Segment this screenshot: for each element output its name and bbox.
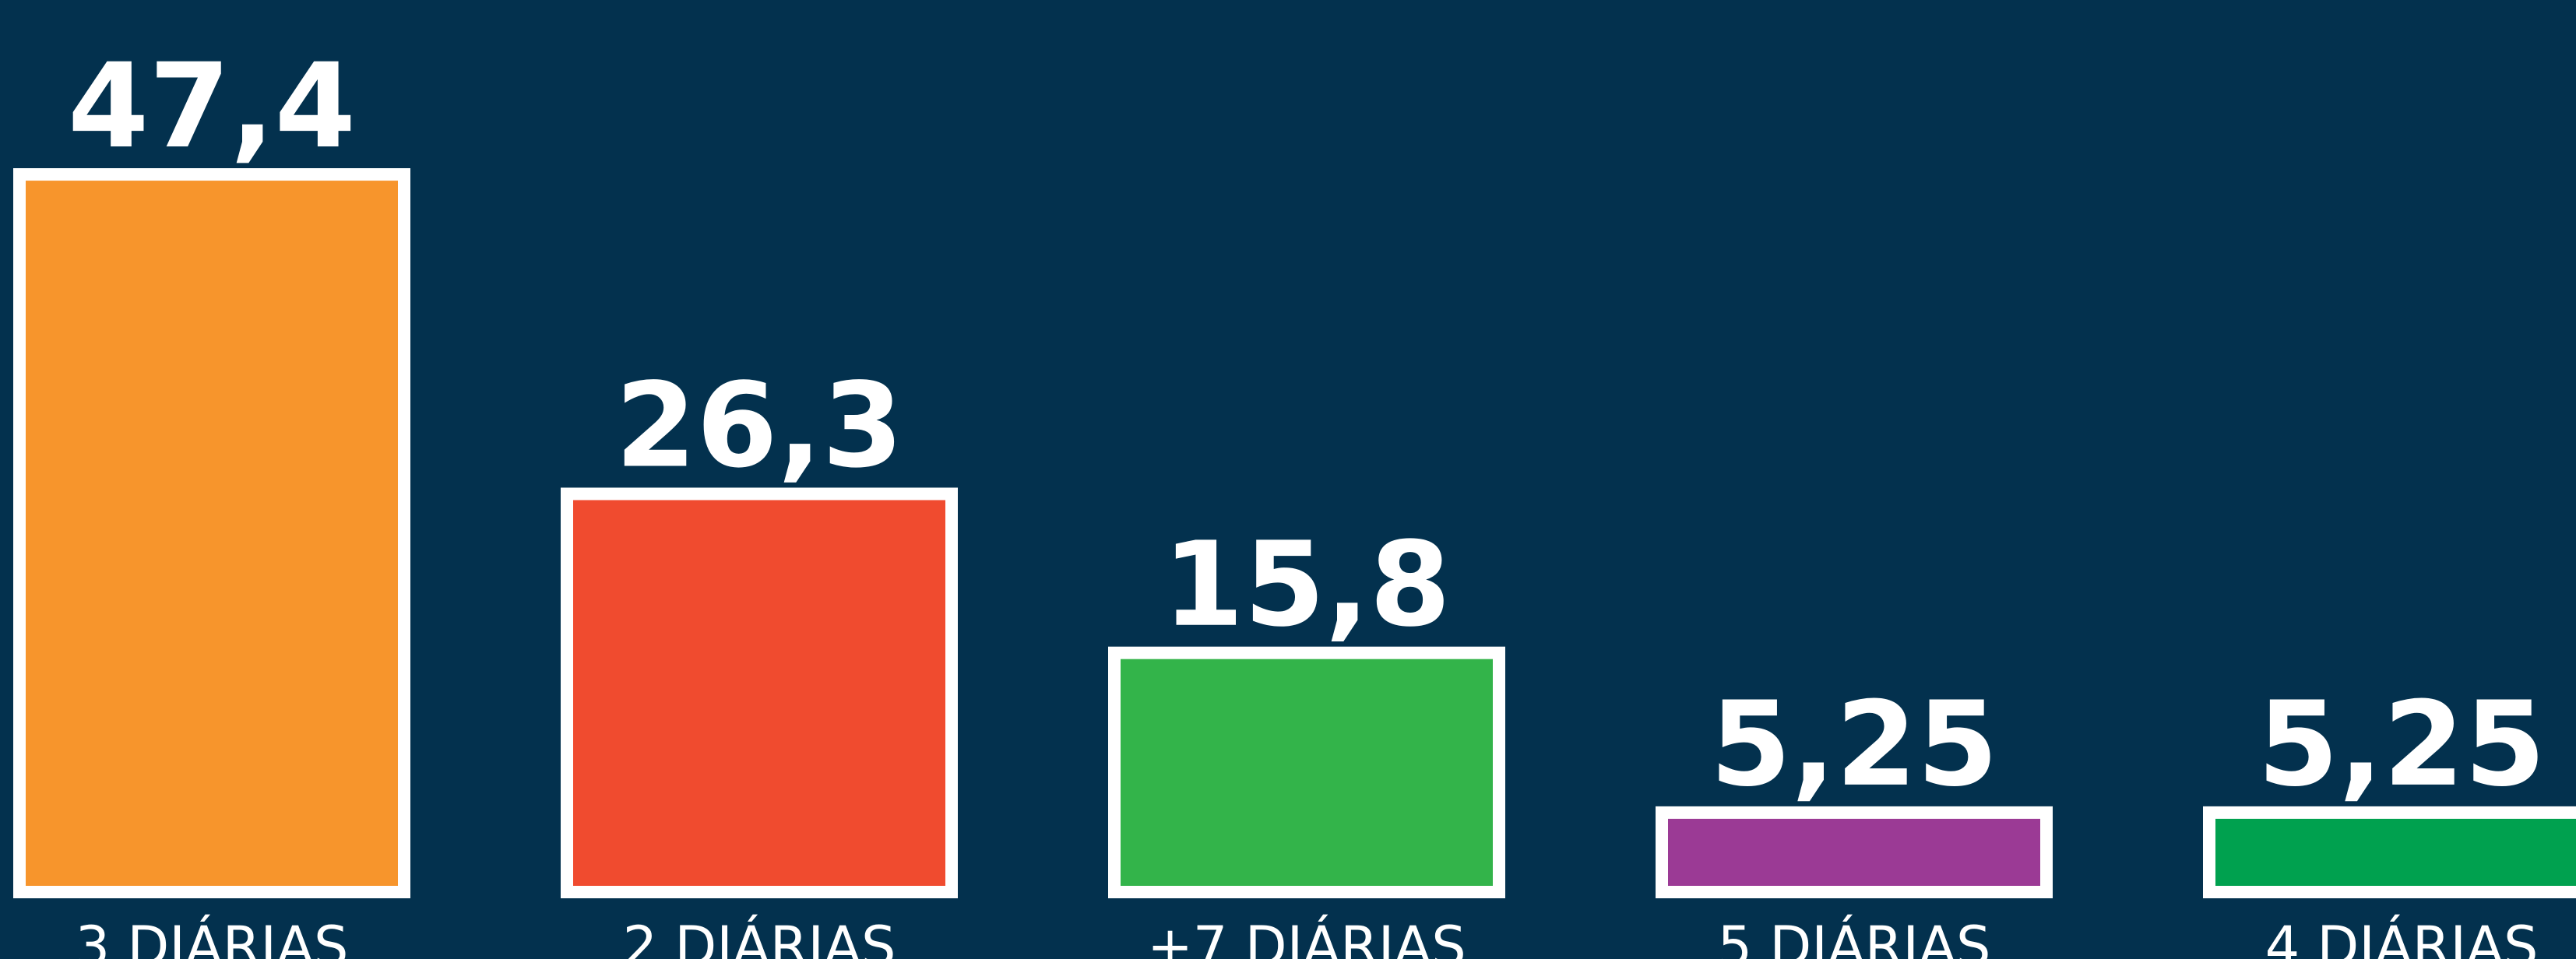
value-label: 5,25 (2258, 677, 2546, 813)
category-label: +7 DIÁRIAS (1147, 915, 1466, 959)
bar (1108, 646, 1505, 898)
bar (561, 487, 958, 899)
value-label: 15,8 (1163, 518, 1451, 653)
bar (13, 168, 410, 898)
value-label: 5,25 (1710, 677, 1998, 813)
category-label: 2 DIÁRIAS (623, 915, 896, 959)
category-label: 3 DIÁRIAS (76, 915, 349, 959)
value-label: 47,4 (68, 39, 356, 174)
value-label: 26,3 (615, 358, 903, 494)
category-label: 4 DIÁRIAS (2265, 915, 2539, 959)
bar (2203, 806, 2576, 898)
category-label: 5 DIÁRIAS (1718, 915, 1991, 959)
bar (1656, 806, 2053, 898)
